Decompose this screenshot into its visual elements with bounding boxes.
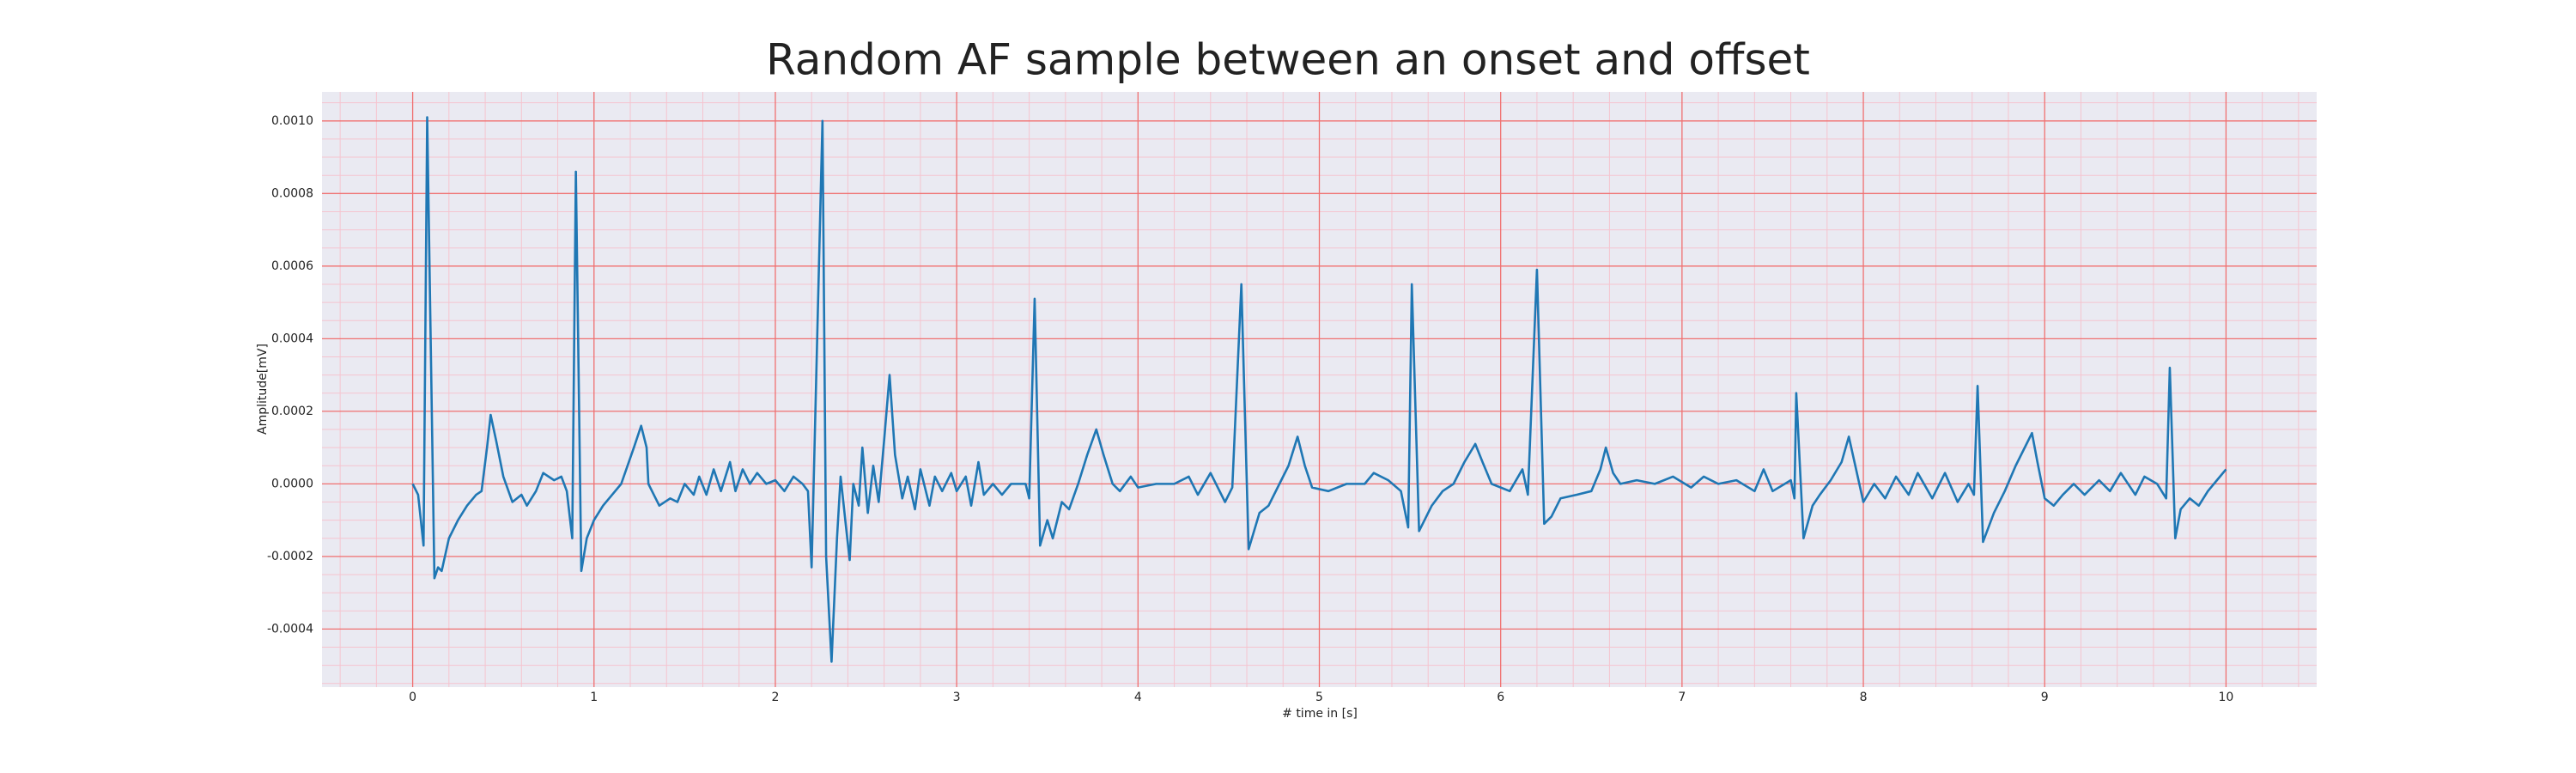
x-tick-label: 8	[1860, 691, 1868, 704]
y-tick-label: 0.0004	[271, 332, 313, 345]
x-tick-label: 10	[2218, 691, 2233, 704]
y-tick-label: 0.0006	[271, 259, 313, 273]
y-tick-label: -0.0002	[267, 550, 313, 563]
signal-line	[411, 116, 2227, 663]
x-tick-label: 4	[1134, 691, 1142, 704]
x-tick-label: 3	[953, 691, 961, 704]
x-tick-label: 9	[2041, 691, 2049, 704]
y-tick-label: 0.0002	[271, 405, 313, 418]
y-tick-label: 0.0010	[271, 114, 313, 128]
x-tick-label: 1	[590, 691, 598, 704]
x-axis-label: # time in [s]	[1282, 707, 1358, 721]
y-tick-label: 0.0000	[271, 477, 313, 490]
x-tick-label: 0	[409, 691, 416, 704]
x-tick-label: 7	[1678, 691, 1686, 704]
x-tick-label: 2	[771, 691, 779, 704]
x-tick-label: 6	[1497, 691, 1504, 704]
y-axis-label: Amplitude[mV]	[256, 344, 270, 435]
y-tick-label: -0.0004	[267, 622, 313, 636]
y-tick-label: 0.0008	[271, 186, 313, 200]
chart-title: Random AF sample between an onset and of…	[766, 35, 1810, 85]
x-tick-label: 5	[1315, 691, 1323, 704]
